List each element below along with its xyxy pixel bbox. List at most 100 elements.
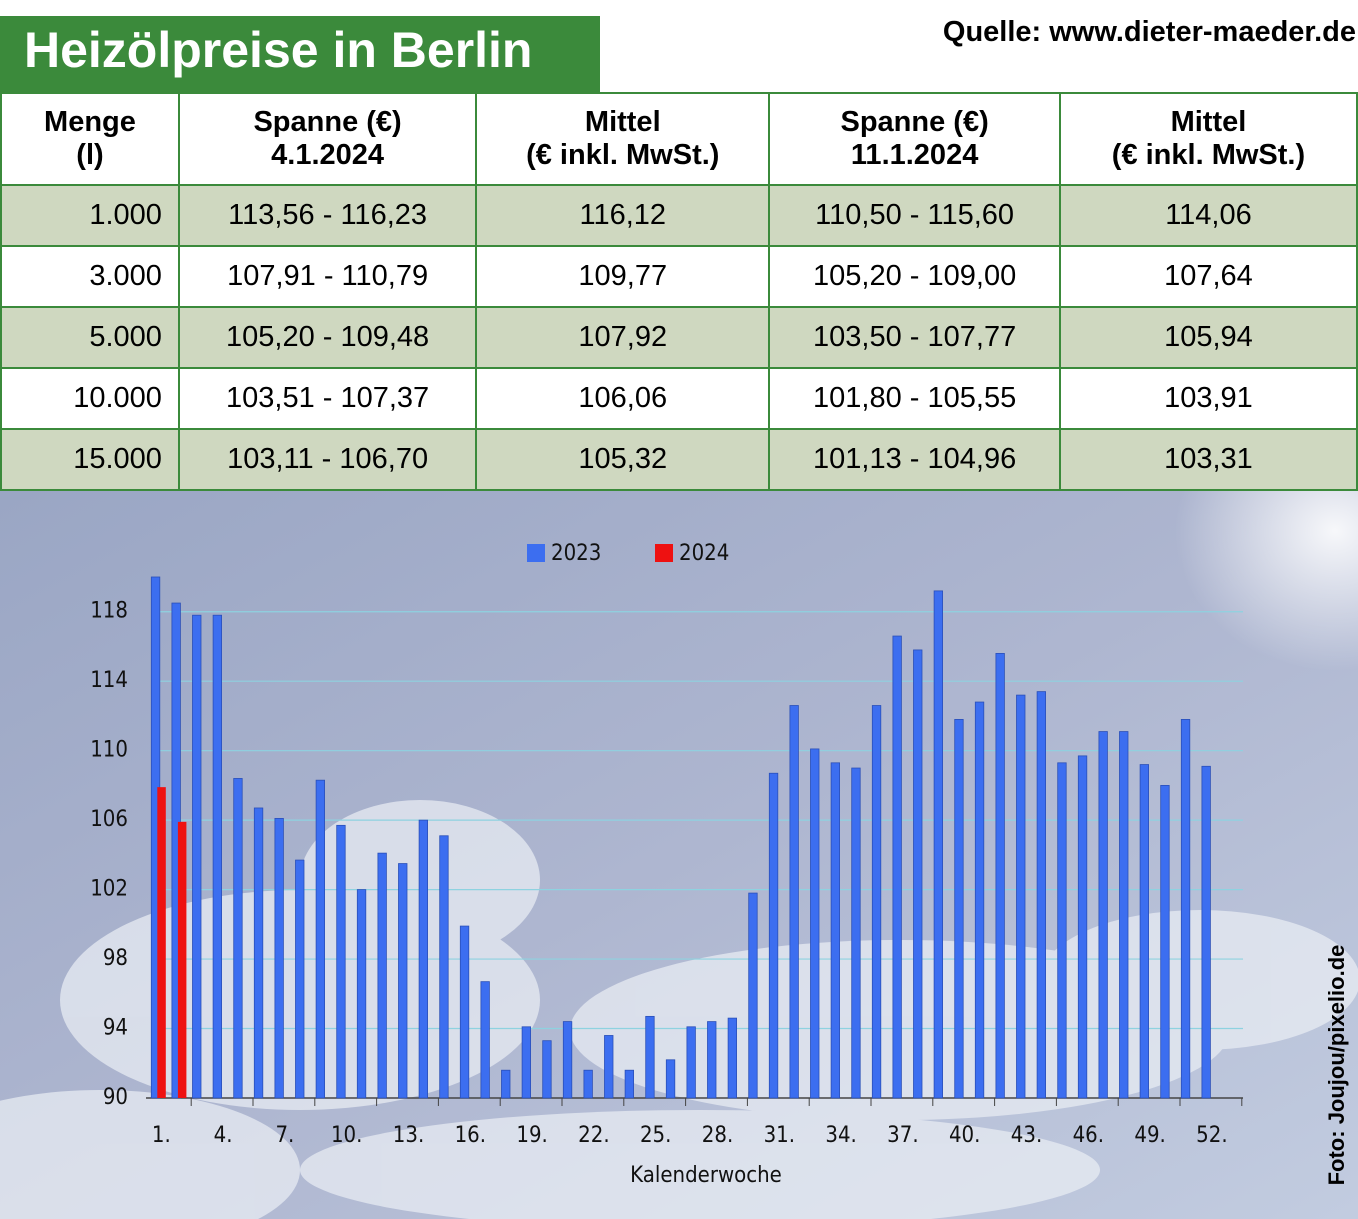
table-cell: 107,92 xyxy=(475,306,771,369)
bar xyxy=(192,614,202,1099)
legend-swatch xyxy=(527,544,545,562)
bar xyxy=(707,1021,717,1099)
bar xyxy=(604,1035,614,1099)
table-row: 5.000 105,20 - 109,48 107,92 103,50 - 107,7… xyxy=(0,306,1358,369)
x-tick-label: 37. xyxy=(887,1123,918,1148)
bar xyxy=(665,1059,676,1099)
table-cell: 114,06 xyxy=(1058,184,1358,247)
bar xyxy=(562,1021,573,1099)
y-tick-label: 102 xyxy=(90,877,128,902)
table-cell: 110,50 - 115,60 xyxy=(768,184,1061,247)
bar xyxy=(212,614,223,1099)
legend-swatch xyxy=(655,544,673,562)
x-tick-label: 1. xyxy=(152,1123,171,1148)
table-cell: 103,11 - 106,70 xyxy=(177,428,478,491)
bar xyxy=(336,824,346,1099)
x-tick-label: 25. xyxy=(640,1123,671,1148)
x-tick-label: 46. xyxy=(1073,1123,1104,1148)
y-tick-label: 94 xyxy=(103,1016,128,1041)
x-tick-label: 49. xyxy=(1134,1123,1165,1148)
price-table: Menge (l) Spanne (€) 4.1.2024 Mittel (€ inkl.… xyxy=(0,92,1358,491)
bar xyxy=(418,819,429,1099)
bar xyxy=(1119,731,1129,1099)
bar xyxy=(871,705,882,1099)
table-cell: 103,31 xyxy=(1058,428,1358,491)
y-tick-label: 98 xyxy=(103,946,128,971)
table-cell: 103,51 - 107,37 xyxy=(177,367,478,430)
bar xyxy=(501,1069,511,1099)
header-line: Spanne (€) xyxy=(840,106,989,138)
x-tick-label: 19. xyxy=(516,1123,547,1148)
y-tick-label: 110 xyxy=(90,738,128,763)
bar xyxy=(459,925,470,1099)
table-row: 3.000 107,91 - 110,79 109,77 105,20 - 109,0… xyxy=(0,245,1358,308)
header-line: Mittel xyxy=(584,106,661,138)
table-cell: 101,80 - 105,55 xyxy=(768,367,1061,430)
bar xyxy=(1201,765,1211,1099)
table-cell: 105,20 - 109,00 xyxy=(768,245,1061,308)
header-line: 4.1.2024 xyxy=(271,139,385,171)
table-cell: 3.000 xyxy=(0,245,180,308)
y-tick-label: 106 xyxy=(90,807,128,832)
y-tick-label: 90 xyxy=(103,1085,128,1110)
bar xyxy=(727,1017,737,1099)
table-cell: 5.000 xyxy=(0,306,180,369)
bar xyxy=(439,835,449,1099)
table-cell: 103,91 xyxy=(1058,367,1358,430)
header-line: (€ inkl. MwSt.) xyxy=(526,139,720,171)
bar xyxy=(1139,764,1149,1099)
bar xyxy=(624,1069,634,1099)
bar xyxy=(789,705,799,1099)
table-cell: 105,20 - 109,48 xyxy=(177,306,478,369)
bar xyxy=(177,821,187,1098)
header-line: (€ inkl. MwSt.) xyxy=(1111,139,1306,171)
bar xyxy=(315,779,326,1099)
bar xyxy=(356,889,367,1099)
bar xyxy=(851,767,861,1099)
bar xyxy=(233,778,243,1099)
header-line: Mittel xyxy=(1170,106,1247,138)
bar xyxy=(830,762,840,1099)
x-tick-label: 10. xyxy=(331,1123,362,1148)
x-tick-label: 4. xyxy=(214,1123,233,1148)
bar xyxy=(768,772,779,1099)
bar xyxy=(1036,691,1046,1099)
x-tick-label: 16. xyxy=(455,1123,486,1148)
bar xyxy=(1077,755,1088,1099)
bar xyxy=(377,852,387,1099)
bar xyxy=(913,649,923,1099)
table-cell: 106,06 xyxy=(475,367,771,430)
table-cell: 10.000 xyxy=(0,367,180,430)
bar xyxy=(892,635,902,1099)
photo-credit: Foto: Joujou/pixelio.de xyxy=(1324,945,1349,1186)
x-tick-label: 40. xyxy=(949,1123,980,1148)
bar xyxy=(542,1040,552,1099)
legend-label: 2024 xyxy=(679,541,729,566)
legend-label: 2023 xyxy=(551,541,601,566)
x-axis-label: Kalenderwoche xyxy=(630,1163,782,1188)
x-tick-label: 31. xyxy=(764,1123,795,1148)
source: Quelle: www.dieter-maeder.de xyxy=(942,16,1356,48)
table-cell: 15.000 xyxy=(0,428,180,491)
x-tick-label: 28. xyxy=(702,1123,733,1148)
bar xyxy=(810,748,820,1099)
title: Heizölpreise in Berlin xyxy=(0,16,600,92)
bar xyxy=(1180,719,1191,1099)
bar xyxy=(995,653,1005,1099)
x-tick-label: 43. xyxy=(1011,1123,1042,1148)
header-line: Menge xyxy=(44,106,136,138)
bar xyxy=(398,863,408,1099)
x-tick-label: 52. xyxy=(1196,1123,1227,1148)
table-cell: 1.000 xyxy=(0,184,180,247)
x-tick-label: 7. xyxy=(275,1123,294,1148)
bar xyxy=(157,787,166,1098)
table-row: 1.000 113,56 - 116,23 116,12 110,50 - 115,6… xyxy=(0,184,1358,247)
header-line: (l) xyxy=(76,139,104,171)
table-cell: 107,64 xyxy=(1058,245,1358,308)
table-cell: 105,94 xyxy=(1058,306,1358,369)
table-cell: 101,13 - 104,96 xyxy=(768,428,1061,491)
x-tick-label: 13. xyxy=(393,1123,424,1148)
bar xyxy=(933,590,943,1099)
table-cell: 116,12 xyxy=(475,184,771,247)
